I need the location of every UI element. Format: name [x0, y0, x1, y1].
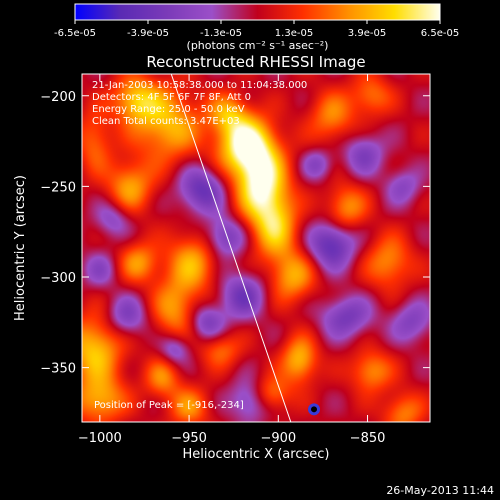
x-axis-label: Heliocentric X (arcsec)	[183, 447, 330, 462]
info-line: Energy Range: 25.0 - 50.0 keV	[92, 104, 245, 115]
y-tick-label: −200	[40, 90, 76, 105]
plot-frame	[81, 73, 431, 423]
y-tick-label: −300	[40, 271, 76, 286]
y-tick-label: −350	[40, 362, 76, 377]
heatmap-image	[82, 74, 430, 422]
x-tick-label: −900	[260, 431, 296, 446]
colorbar-ticks: -6.5e-05 -3.9e-05 -1.3e-05 1.3e-05 3.9e-05 6.…	[54, 20, 459, 39]
info-line: Detectors: 4F 5F 6F 7F 8F, Att 0	[92, 92, 251, 103]
colorbar-tick-label: -3.9e-05	[127, 28, 169, 39]
y-tick-label: −250	[40, 180, 76, 195]
colorbar-tick-label: 3.9e-05	[348, 28, 386, 39]
plot-overlay	[170, 74, 320, 422]
x-tick-label: −1000	[78, 431, 122, 446]
colorbar-tick-label: -6.5e-05	[54, 28, 96, 39]
footer-date: 26-May-2013 11:44	[386, 484, 494, 497]
observation-info: 21-Jan-2003 10:58:38.000 to 11:04:38.000…	[92, 80, 307, 127]
peak-position-label: Position of Peak = [-916,-234]	[94, 400, 244, 411]
y-axis-label: Heliocentric Y (arcsec)	[13, 175, 28, 321]
solar-limb-line	[170, 74, 292, 422]
info-line: 21-Jan-2003 10:58:38.000 to 11:04:38.000	[92, 80, 307, 91]
info-line: Clean Total counts: 3.47E+03	[92, 116, 240, 127]
axis-ticks: −1000 −950 −900 −850 −200 −250 −300 −350	[40, 74, 430, 446]
colorbar-tick-label: 6.5e-05	[421, 28, 459, 39]
x-tick-label: −850	[350, 431, 386, 446]
colorbar-label: (photons cm⁻² s⁻¹ asec⁻²)	[187, 39, 329, 52]
x-tick-label: −950	[171, 431, 207, 446]
chart-title: Reconstructed RHESSI Image	[146, 53, 365, 71]
peak-marker	[311, 406, 317, 413]
colorbar-tick-label: 1.3e-05	[275, 28, 313, 39]
colorbar-tick-label: -1.3e-05	[200, 28, 242, 39]
colorbar	[74, 3, 441, 21]
